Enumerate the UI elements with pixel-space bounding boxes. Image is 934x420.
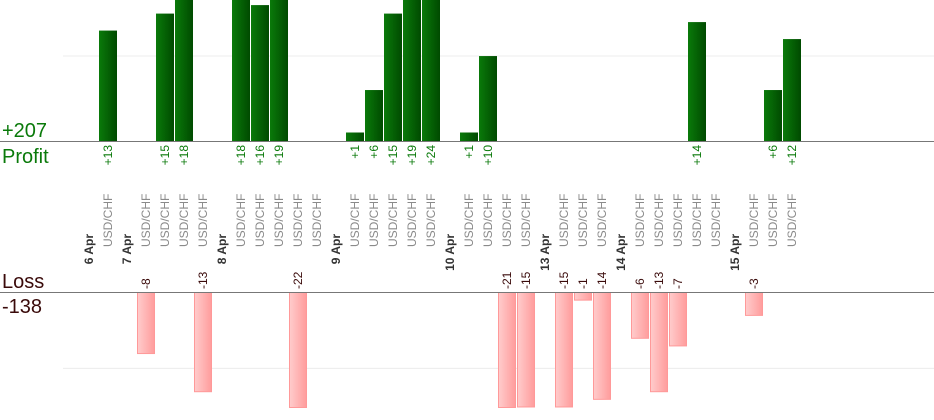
loss-value-label: -13 <box>196 271 210 289</box>
profit-bar[interactable] <box>99 30 117 141</box>
symbol-label: USD/CHF <box>481 194 495 247</box>
loss-value-label: -14 <box>595 271 609 289</box>
loss-label: Loss <box>2 271 44 293</box>
loss-bar[interactable] <box>137 292 155 355</box>
profit-bar[interactable] <box>479 56 497 141</box>
profit-total: +207 <box>2 120 47 142</box>
profit-value-label: +14 <box>690 145 704 166</box>
profit-value-label: +10 <box>481 145 495 166</box>
profit-bar[interactable] <box>764 90 782 141</box>
date-label: 15 Apr <box>728 234 742 271</box>
profit-value-label: +1 <box>348 145 362 159</box>
symbol-label: USD/CHF <box>785 194 799 247</box>
loss-bar[interactable] <box>745 292 763 316</box>
symbol-label: USD/CHF <box>576 194 590 247</box>
profit-bar[interactable] <box>688 22 706 141</box>
profit-bar[interactable] <box>422 0 440 141</box>
profit-bar[interactable] <box>403 0 421 141</box>
symbol-label: USD/CHF <box>196 194 210 247</box>
profit-bar[interactable] <box>156 13 174 141</box>
loss-bar[interactable] <box>498 292 516 408</box>
symbol-label: USD/CHF <box>253 194 267 247</box>
symbol-label: USD/CHF <box>652 194 666 247</box>
symbol-label: USD/CHF <box>709 194 723 247</box>
loss-bar[interactable] <box>574 292 592 301</box>
symbol-label: USD/CHF <box>310 194 324 247</box>
date-label: 8 Apr <box>215 234 229 265</box>
profit-value-label: +16 <box>253 145 267 166</box>
symbol-label: USD/CHF <box>633 194 647 247</box>
symbol-label: USD/CHF <box>101 194 115 247</box>
symbol-label: USD/CHF <box>158 194 172 247</box>
profit-bar[interactable] <box>175 0 193 141</box>
symbol-label: USD/CHF <box>462 194 476 247</box>
profit-bar[interactable] <box>365 90 383 141</box>
profit-value-label: +13 <box>101 145 115 166</box>
profit-value-label: +15 <box>386 145 400 166</box>
loss-value-label: -1 <box>576 278 590 289</box>
loss-bar[interactable] <box>631 292 649 339</box>
loss-bar[interactable] <box>593 292 611 400</box>
profit-bar[interactable] <box>460 132 478 141</box>
loss-bar[interactable] <box>194 292 212 393</box>
date-label: 7 Apr <box>120 234 134 265</box>
profit-bar[interactable] <box>346 132 364 141</box>
loss-value-label: -22 <box>291 271 305 289</box>
loss-value-label: -6 <box>633 278 647 289</box>
profit-bar[interactable] <box>384 13 402 141</box>
profit-label: Profit <box>2 146 49 168</box>
profit-bar[interactable] <box>251 5 269 141</box>
date-label: 6 Apr <box>82 234 96 265</box>
profit-value-label: +6 <box>766 145 780 159</box>
loss-value-label: -13 <box>652 271 666 289</box>
symbol-label: USD/CHF <box>234 194 248 247</box>
loss-value-label: -7 <box>671 278 685 289</box>
profit-value-label: +6 <box>367 145 381 159</box>
loss-value-label: -15 <box>519 271 533 289</box>
symbol-label: USD/CHF <box>367 194 381 247</box>
profit-bar[interactable] <box>270 0 288 141</box>
profit-value-label: +15 <box>158 145 172 166</box>
profit-value-label: +19 <box>405 145 419 166</box>
loss-value-label: -8 <box>139 278 153 289</box>
date-label: 13 Apr <box>538 234 552 271</box>
profit-value-label: +24 <box>424 145 438 166</box>
profit-bar[interactable] <box>232 0 250 141</box>
symbol-label: USD/CHF <box>348 194 362 247</box>
loss-value-label: -3 <box>747 278 761 289</box>
loss-total: -138 <box>2 296 42 318</box>
symbol-label: USD/CHF <box>519 194 533 247</box>
loss-bar[interactable] <box>517 292 535 408</box>
loss-bar[interactable] <box>669 292 687 347</box>
symbol-label: USD/CHF <box>557 194 571 247</box>
profit-value-label: +18 <box>234 145 248 166</box>
symbol-label: USD/CHF <box>291 194 305 247</box>
symbol-label: USD/CHF <box>671 194 685 247</box>
symbol-label: USD/CHF <box>747 194 761 247</box>
symbol-label: USD/CHF <box>139 194 153 247</box>
profit-value-label: +19 <box>272 145 286 166</box>
symbol-label: USD/CHF <box>424 194 438 247</box>
profit-value-label: +1 <box>462 145 476 159</box>
date-label: 14 Apr <box>614 234 628 271</box>
loss-value-label: -21 <box>500 271 514 289</box>
loss-value-label: -15 <box>557 271 571 289</box>
symbol-label: USD/CHF <box>595 194 609 247</box>
symbol-label: USD/CHF <box>690 194 704 247</box>
symbol-label: USD/CHF <box>272 194 286 247</box>
loss-bar[interactable] <box>555 292 573 408</box>
symbol-label: USD/CHF <box>766 194 780 247</box>
profit-value-label: +12 <box>785 145 799 166</box>
date-label: 9 Apr <box>329 234 343 265</box>
loss-bar[interactable] <box>289 292 307 408</box>
symbol-label: USD/CHF <box>386 194 400 247</box>
date-label: 10 Apr <box>443 234 457 271</box>
symbol-label: USD/CHF <box>177 194 191 247</box>
profit-value-label: +18 <box>177 145 191 166</box>
symbol-label: USD/CHF <box>405 194 419 247</box>
profit-bar[interactable] <box>783 39 801 141</box>
loss-bar[interactable] <box>650 292 668 393</box>
symbol-label: USD/CHF <box>500 194 514 247</box>
